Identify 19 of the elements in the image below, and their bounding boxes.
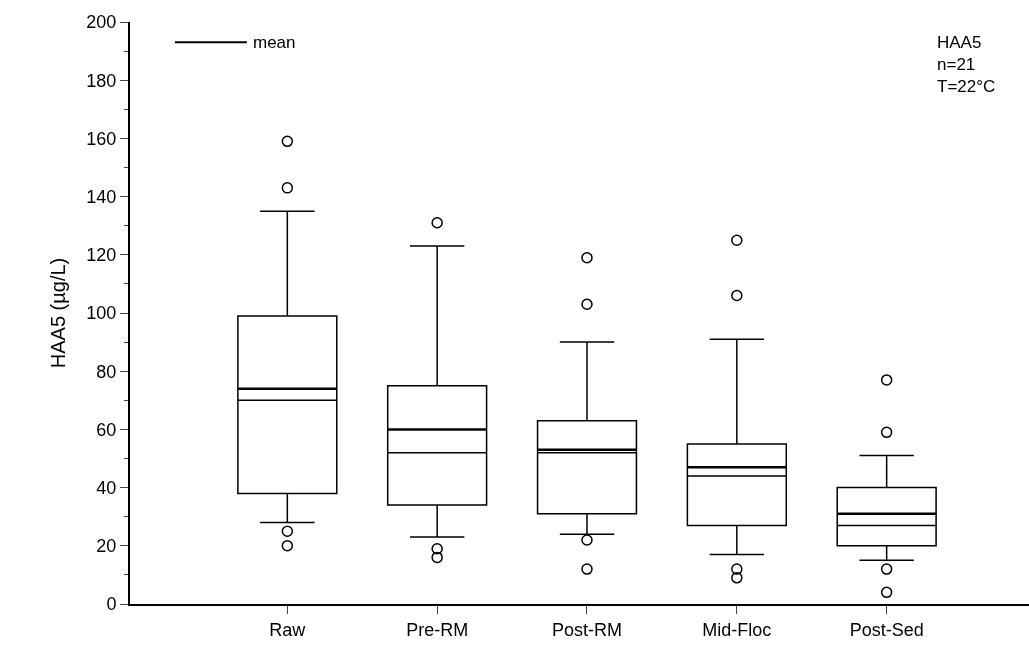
y-tick-label: 180 — [86, 70, 117, 91]
x-tick-label: Pre-RM — [406, 619, 469, 640]
y-tick-label: 60 — [96, 419, 117, 440]
y-tick-label: 200 — [86, 12, 117, 33]
y-tick-label: 40 — [96, 477, 117, 498]
y-tick-label: 120 — [86, 245, 117, 266]
y-tick-label: 0 — [106, 594, 117, 615]
x-tick-label: Post-RM — [551, 619, 622, 640]
y-tick-label: 20 — [96, 536, 117, 557]
y-tick-label: 100 — [86, 303, 117, 324]
annotation: mean — [253, 33, 296, 52]
x-tick-label: Raw — [269, 619, 307, 640]
y-axis-title: HAA5 (µg/L) — [47, 257, 70, 369]
y-tick-label: 80 — [96, 361, 117, 382]
y-tick-label: 140 — [86, 186, 117, 207]
x-tick-label: Post-Sed — [849, 619, 924, 640]
y-tick-label: 160 — [86, 128, 117, 149]
annotation: HAA5 n=21 T=22°C — [937, 33, 996, 97]
x-tick-label: Mid-Floc — [702, 619, 772, 640]
